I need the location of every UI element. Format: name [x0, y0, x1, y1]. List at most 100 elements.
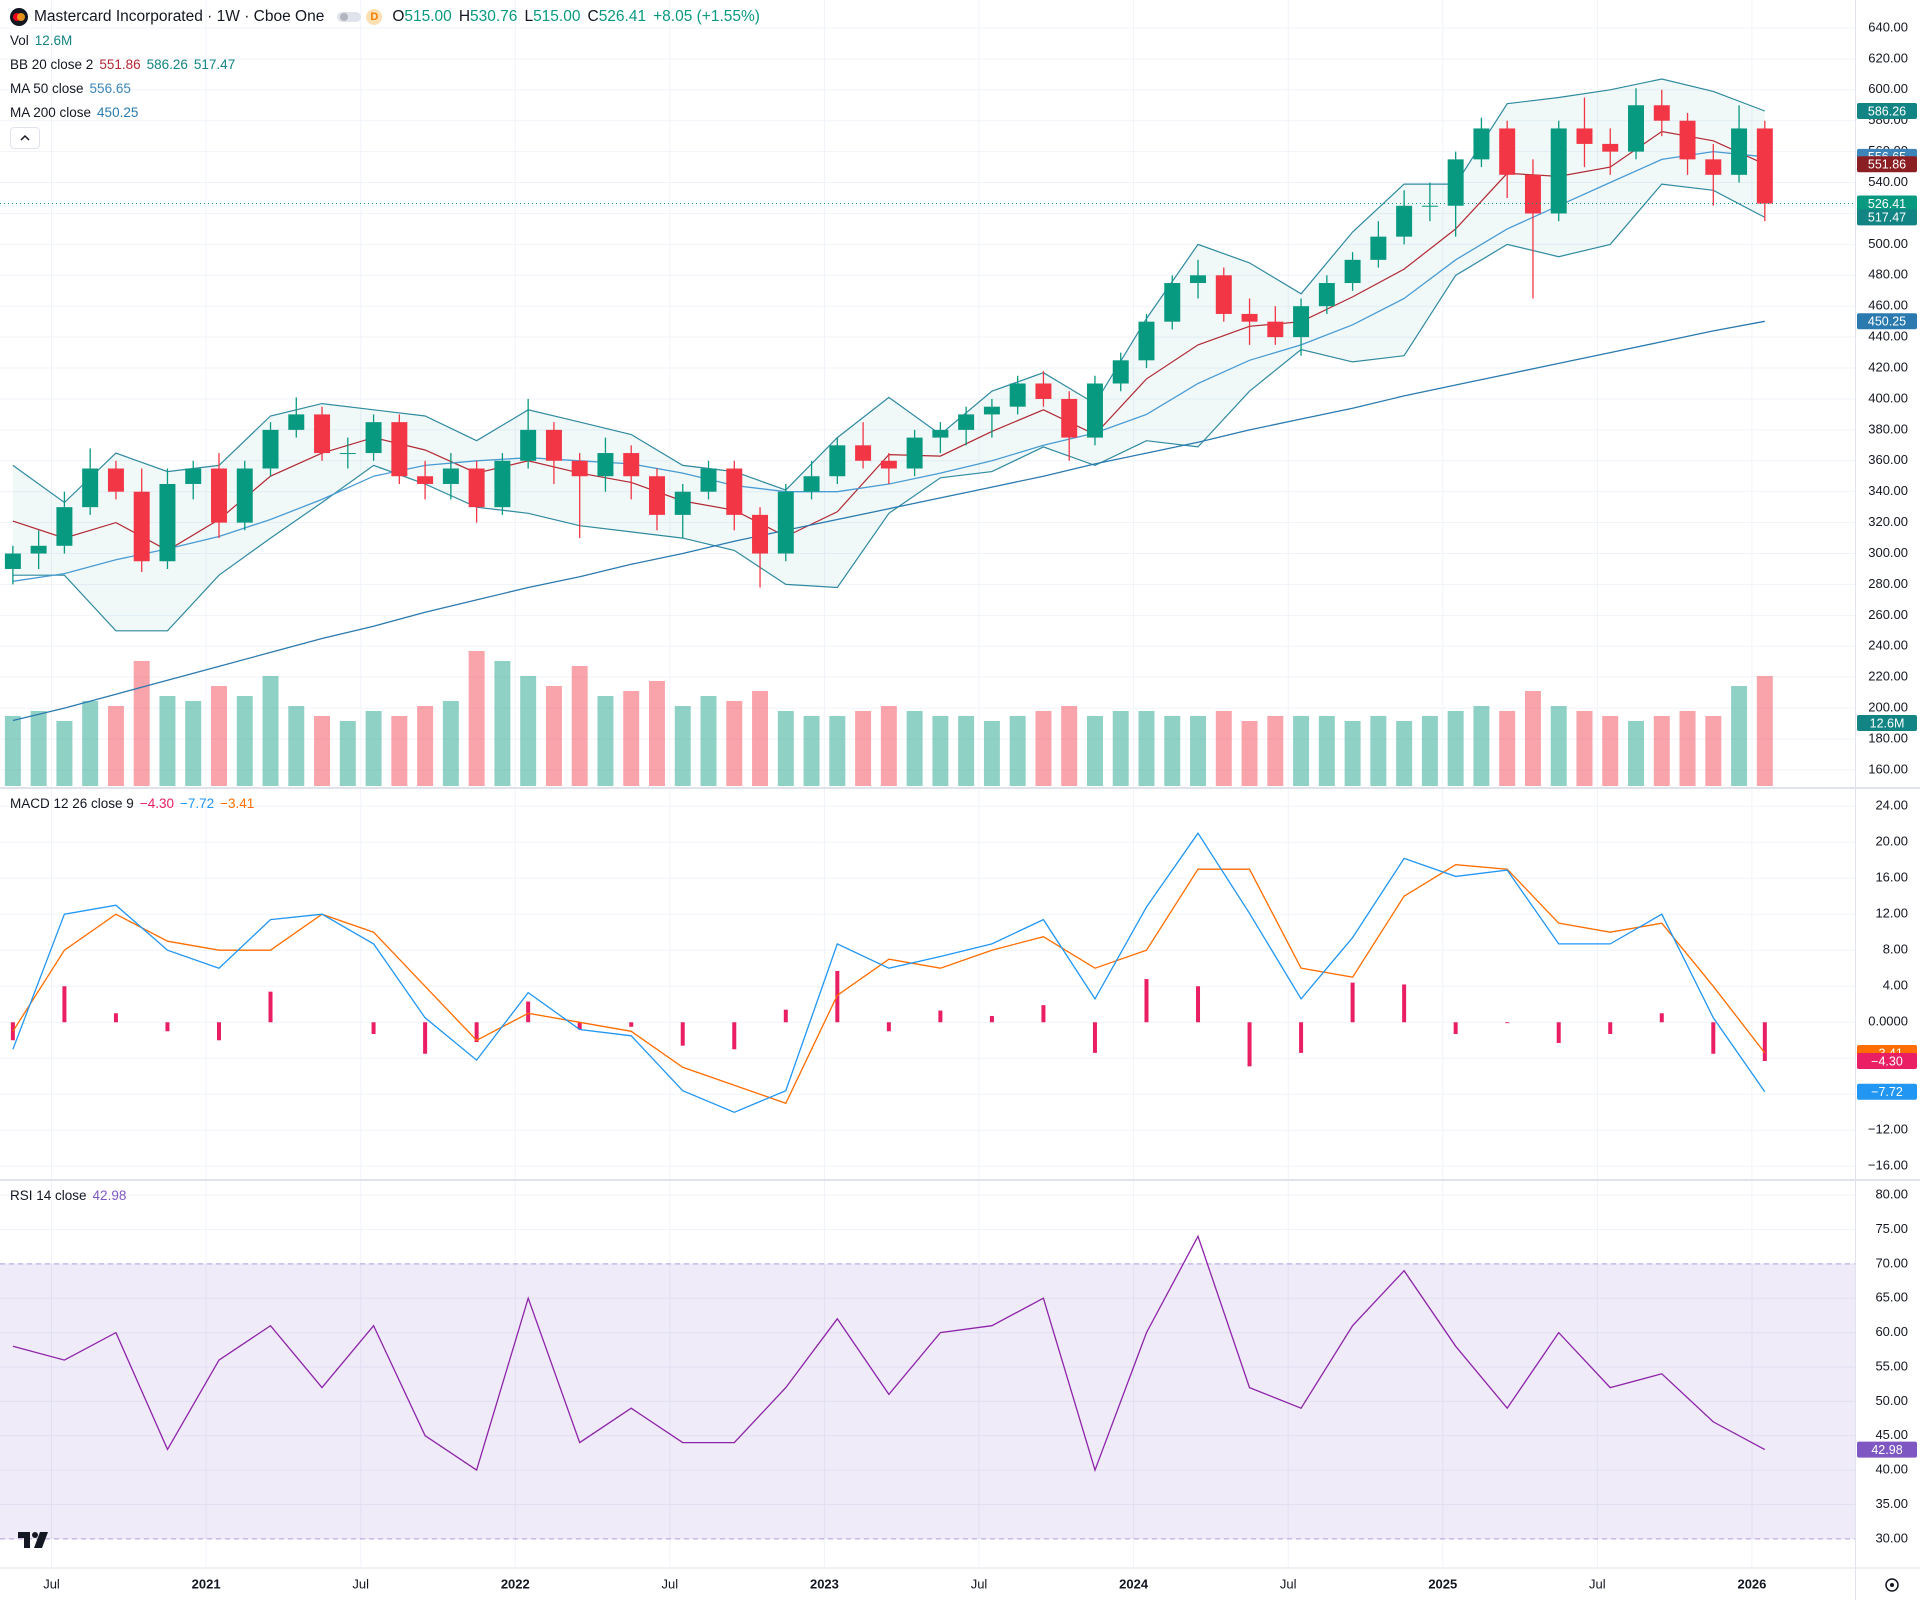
open-value: 515.00 [404, 8, 452, 25]
price-tag-label: 42.98 [1871, 1443, 1902, 1457]
candle-body [1421, 205, 1438, 207]
y-tick-label: 540.00 [1868, 174, 1908, 189]
legend-name: MACD 12 26 close 9 [10, 796, 134, 811]
volume-bar [1190, 716, 1207, 786]
time-tick-label: Jul [1280, 1576, 1297, 1591]
legend-row[interactable]: MACD 12 26 close 9 −4.30 −7.72 −3.41 [10, 794, 260, 814]
histogram-bar [1762, 1022, 1767, 1061]
volume-bar [803, 716, 820, 786]
candle-body [597, 453, 614, 477]
candle-body [983, 406, 1000, 415]
y-tick-label: 220.00 [1868, 669, 1908, 684]
candle-body [339, 453, 356, 455]
y-tick-label: 20.00 [1875, 834, 1908, 849]
y-tick-label: 200.00 [1868, 700, 1908, 715]
candle-body [752, 514, 769, 554]
symbol-title[interactable]: Mastercard Incorporated · 1W · Cboe One [34, 8, 325, 25]
candle-body [159, 483, 176, 562]
histogram-bar [62, 986, 67, 1023]
candle-body [1653, 105, 1670, 121]
legend-value: 12.6M [34, 33, 73, 48]
time-tick-label: Jul [43, 1576, 60, 1591]
settings-icon[interactable] [1880, 1573, 1904, 1597]
legend-value: 42.98 [92, 1188, 127, 1203]
open-label: O [392, 8, 405, 25]
legend-value: 556.65 [89, 81, 131, 96]
time-tick-label: Jul [971, 1576, 988, 1591]
y-tick-label: 0.0000 [1868, 1014, 1908, 1029]
candle-body [1756, 128, 1773, 204]
legend-row[interactable]: MA 200 close 450.25 [10, 103, 144, 123]
price-tag [1857, 195, 1917, 212]
candle-body [1344, 259, 1361, 284]
candle-body [1009, 383, 1026, 407]
high-value: 530.76 [470, 8, 518, 25]
low-label: L [524, 8, 534, 25]
histogram-bar [165, 1022, 170, 1032]
volume-bar [983, 721, 1000, 786]
legend-row[interactable]: BB 20 close 2 551.86 586.26 517.47 [10, 55, 241, 75]
histogram-bar [1144, 979, 1149, 1023]
y-tick-label: 4.00 [1883, 978, 1908, 993]
y-tick-label: 160.00 [1868, 761, 1908, 776]
candle-body [236, 468, 253, 523]
toggle[interactable] [336, 10, 362, 24]
y-tick-label: 460.00 [1868, 298, 1908, 313]
collapse-button[interactable] [10, 127, 40, 149]
signal-line [12, 864, 1766, 1105]
time-tick-label: 2022 [501, 1576, 530, 1591]
histogram-bar [577, 1022, 582, 1030]
volume-bar [56, 721, 73, 786]
legend-row[interactable]: RSI 14 close 42.98 [10, 1186, 132, 1206]
time-tick-label: Jul [352, 1576, 369, 1591]
chevron-up [20, 134, 30, 141]
histogram-bar [680, 1022, 685, 1046]
volume-bar [700, 696, 717, 786]
candle-body [803, 476, 820, 492]
histogram-bar [526, 1001, 531, 1023]
price-tag-label: 450.25 [1868, 315, 1906, 329]
candle-body [1215, 275, 1232, 314]
time-tick-label: 2021 [192, 1576, 221, 1591]
histogram-bar [113, 1013, 118, 1023]
high-label: H [458, 8, 471, 25]
legend-value: 517.47 [193, 57, 236, 72]
candle-body [82, 468, 99, 508]
y-tick-label: 300.00 [1868, 545, 1908, 560]
tradingview-logo[interactable] [16, 1528, 52, 1552]
histogram-bar [1196, 986, 1201, 1023]
legend-row[interactable]: MA 50 close 556.65 [10, 79, 137, 99]
volume-bar [1679, 711, 1696, 786]
volume-bar [829, 716, 846, 786]
candle-body [1705, 159, 1722, 175]
volume-bar [4, 716, 21, 786]
volume-bar [648, 681, 665, 786]
candle-body [1396, 205, 1413, 237]
legend-row[interactable]: Vol 12.6M [10, 31, 78, 51]
candle-body [1628, 105, 1644, 152]
legend-name: BB 20 close 2 [10, 57, 94, 72]
candle-body [623, 453, 640, 477]
volume-bar [82, 701, 99, 786]
candle-body [185, 468, 202, 484]
candle-body [107, 468, 124, 492]
y-tick-label: 420.00 [1868, 359, 1908, 374]
candle-body [700, 468, 717, 492]
histogram-bar [1247, 1022, 1252, 1067]
market-badge: D [366, 9, 383, 25]
candle-body [1061, 398, 1078, 438]
volume-bar [1293, 716, 1310, 786]
volume-bar [545, 686, 562, 786]
candle-body [442, 468, 459, 484]
symbol-logo [10, 8, 28, 26]
volume-bar [1705, 716, 1722, 786]
price-tag-label: 12.6M [1870, 716, 1905, 730]
y-tick-label: 320.00 [1868, 514, 1908, 529]
histogram-bar [1041, 1005, 1046, 1023]
time-tick-label: Jul [662, 1576, 679, 1591]
volume-bar [1576, 711, 1593, 786]
y-tick-label: −16.00 [1868, 1158, 1908, 1173]
candle-body [648, 476, 665, 515]
